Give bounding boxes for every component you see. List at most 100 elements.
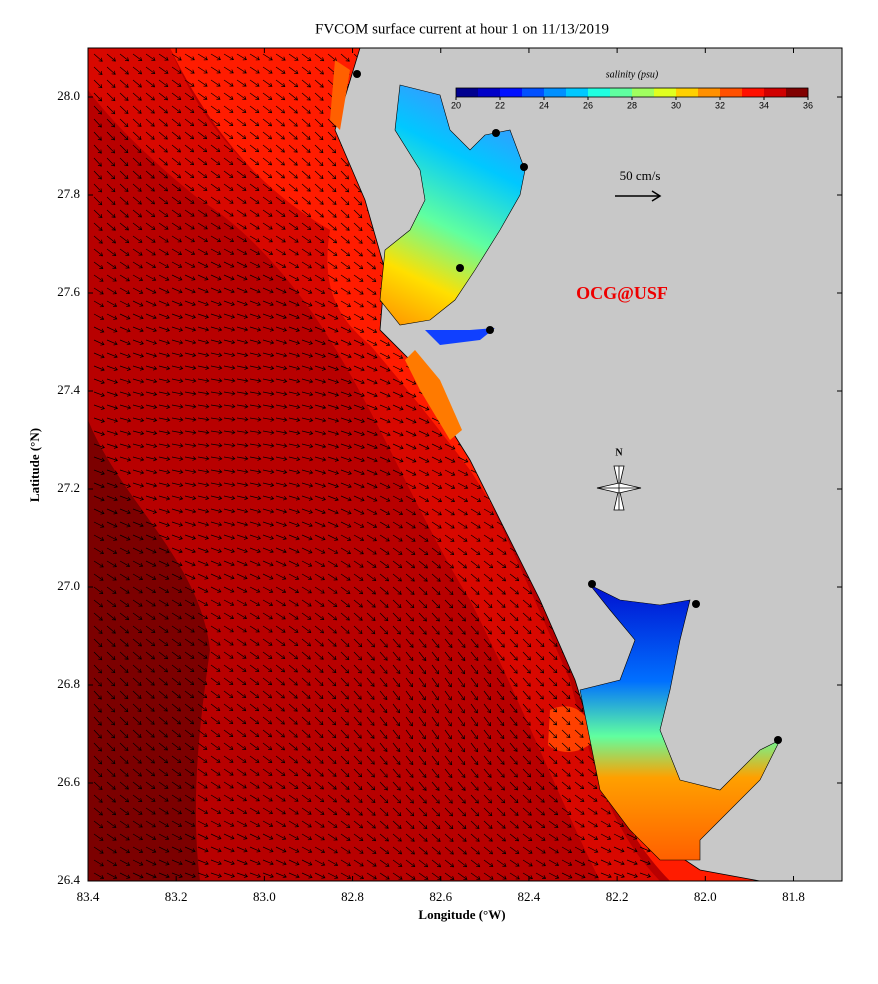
vector <box>223 235 235 243</box>
vector <box>301 352 314 358</box>
vector <box>496 755 505 765</box>
vector <box>249 846 261 853</box>
vector <box>366 248 376 257</box>
vector <box>483 807 493 817</box>
vector <box>158 183 169 192</box>
vector <box>132 547 144 554</box>
vector <box>158 703 168 712</box>
vector <box>405 833 415 842</box>
vector <box>327 664 337 674</box>
vector <box>184 300 196 307</box>
vector <box>470 703 478 714</box>
vector <box>223 755 234 763</box>
vector <box>379 690 388 701</box>
vector <box>288 352 301 358</box>
vector <box>366 495 378 502</box>
vector <box>353 872 365 880</box>
vector <box>509 820 519 829</box>
vector <box>119 248 130 256</box>
vector <box>288 690 298 699</box>
vector <box>197 716 208 725</box>
vector <box>561 690 571 700</box>
vector <box>119 66 129 75</box>
vector <box>171 547 183 554</box>
vector <box>418 612 427 622</box>
vector <box>366 287 377 295</box>
vector <box>496 872 507 880</box>
vector <box>119 157 129 167</box>
vector <box>457 456 469 463</box>
vector <box>145 781 156 789</box>
vector <box>314 651 324 660</box>
vector <box>535 664 545 674</box>
vector <box>639 872 651 878</box>
vector <box>223 534 236 540</box>
vector <box>223 768 234 776</box>
vector <box>106 573 117 581</box>
vector <box>535 768 545 778</box>
vector <box>418 638 427 648</box>
vector <box>444 820 454 830</box>
vector <box>106 430 119 436</box>
vector <box>431 534 442 542</box>
vector <box>275 703 285 712</box>
vector <box>301 144 311 153</box>
vector <box>275 443 288 448</box>
vector <box>496 729 505 740</box>
vector <box>301 326 313 333</box>
vector <box>535 755 545 765</box>
vector <box>379 339 391 346</box>
vector <box>431 599 441 609</box>
vector <box>223 625 234 633</box>
vector <box>275 677 286 686</box>
vector <box>509 690 518 700</box>
vector <box>119 456 132 462</box>
vector <box>275 742 286 751</box>
vector <box>223 222 234 230</box>
vector <box>249 703 260 712</box>
vector <box>314 79 324 88</box>
vector <box>262 209 273 217</box>
vector <box>405 638 414 648</box>
vector <box>158 378 171 384</box>
vector <box>158 794 169 802</box>
vector <box>171 820 183 827</box>
vector <box>483 586 493 595</box>
vector <box>236 183 247 191</box>
chart-title: FVCOM surface current at hour 1 on 11/13… <box>315 21 609 37</box>
vector <box>275 105 286 114</box>
vector <box>327 170 337 180</box>
vector <box>249 781 260 789</box>
vector <box>275 495 288 501</box>
vector <box>314 846 326 854</box>
vector <box>535 807 545 816</box>
vector <box>223 352 236 358</box>
vector <box>444 677 452 688</box>
vector <box>158 846 170 853</box>
vector <box>275 599 286 607</box>
vector <box>444 794 453 804</box>
vector <box>314 820 325 828</box>
vector <box>483 755 492 765</box>
vector <box>223 157 234 166</box>
vector <box>93 183 103 193</box>
vector <box>574 833 585 841</box>
vector <box>223 105 234 113</box>
vector <box>262 651 273 659</box>
vector <box>301 625 312 634</box>
vector <box>106 651 116 661</box>
vector <box>392 677 401 688</box>
vector <box>301 872 313 879</box>
vector <box>301 495 314 501</box>
vector <box>301 820 312 828</box>
vector <box>327 404 340 410</box>
vector <box>301 794 312 802</box>
vector <box>184 404 197 409</box>
vector <box>353 209 363 219</box>
vector <box>340 664 350 674</box>
vector <box>106 417 119 423</box>
vector <box>353 547 364 555</box>
vector <box>197 209 208 217</box>
vector <box>145 365 158 371</box>
vector <box>106 794 116 803</box>
